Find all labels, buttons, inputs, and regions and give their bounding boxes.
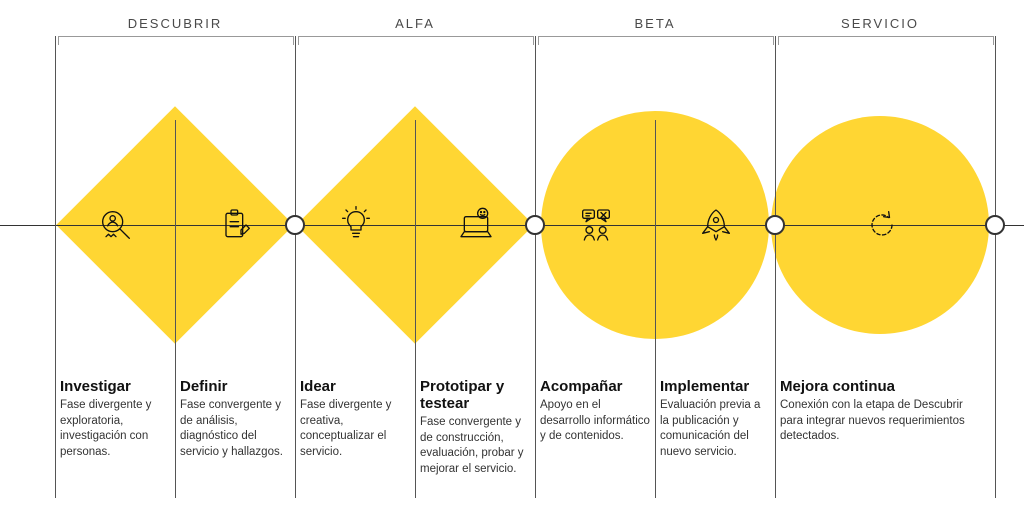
guide-line-4 — [995, 36, 996, 498]
laptop-smile-icon — [456, 205, 496, 245]
phase-label-2: BETA — [635, 16, 676, 31]
step-title-2: Idear — [300, 378, 410, 395]
guide-line-3 — [775, 36, 776, 498]
step-desc-2: Fase divergente y creativa, conceptualiz… — [300, 398, 410, 460]
step-desc-3: Fase convergente y de construcción, eval… — [420, 415, 530, 477]
guide-line-0 — [55, 36, 56, 498]
lightbulb-icon — [336, 205, 376, 245]
phase-bracket-2 — [538, 36, 774, 45]
phase-bracket-3 — [778, 36, 994, 45]
step-desc-5: Evaluación previa a la publicación y com… — [660, 398, 770, 460]
phase-bracket-1 — [298, 36, 534, 45]
step-title-6: Mejora continua — [780, 378, 980, 395]
connector-node-0 — [285, 215, 305, 235]
clipboard-pencil-icon — [216, 205, 256, 245]
guide-line-1 — [295, 36, 296, 498]
cycle-icon — [862, 205, 902, 245]
connector-node-1 — [525, 215, 545, 235]
step-desc-6: Conexión con la etapa de Descubrir para … — [780, 398, 980, 445]
connector-node-3 — [985, 215, 1005, 235]
guide-line-2 — [535, 36, 536, 498]
guide-line-6 — [415, 120, 416, 498]
step-desc-1: Fase convergente y de análisis, diagnóst… — [180, 398, 290, 460]
guide-line-5 — [175, 120, 176, 498]
step-title-5: Implementar — [660, 378, 770, 395]
step-desc-4: Apoyo en el desarrollo informático y de … — [540, 398, 650, 445]
step-title-4: Acompañar — [540, 378, 650, 395]
guide-line-7 — [655, 120, 656, 498]
phase-label-1: ALFA — [395, 16, 435, 31]
rocket-icon — [696, 205, 736, 245]
phase-label-3: SERVICIO — [841, 16, 919, 31]
magnify-person-icon — [96, 205, 136, 245]
step-desc-0: Fase divergente y exploratoria, investig… — [60, 398, 170, 460]
people-feedback-icon — [576, 205, 616, 245]
phase-bracket-0 — [58, 36, 294, 45]
step-title-0: Investigar — [60, 378, 170, 395]
step-title-3: Prototipar y testear — [420, 378, 530, 412]
phase-label-0: DESCUBRIR — [128, 16, 223, 31]
step-title-1: Definir — [180, 378, 290, 395]
connector-node-2 — [765, 215, 785, 235]
